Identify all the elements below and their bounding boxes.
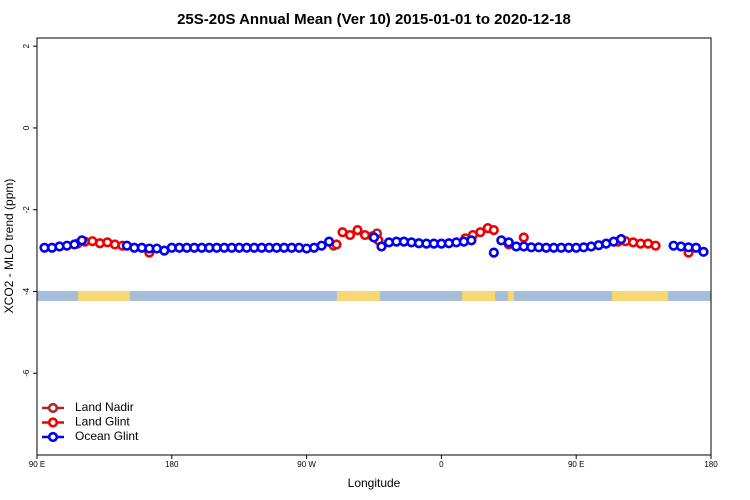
point — [376, 241, 387, 252]
point — [518, 232, 529, 243]
point — [352, 225, 363, 236]
x-tick-label: 90 W — [297, 460, 316, 469]
series-2 — [39, 232, 709, 258]
x-tick-label: 90 E — [29, 460, 45, 469]
point — [344, 229, 356, 241]
y-tick-label: -6 — [22, 369, 31, 377]
y-tick-label: -4 — [22, 287, 31, 295]
legend-label: Ocean Glint — [75, 429, 139, 443]
point — [698, 246, 709, 257]
point — [69, 239, 80, 250]
x-tick-label: 180 — [704, 460, 718, 469]
plot-frame — [36, 37, 712, 456]
point — [503, 237, 514, 248]
legend-label: Land Nadir — [75, 400, 134, 414]
point — [690, 242, 702, 253]
point — [475, 227, 486, 238]
x-axis-label: Longitude — [348, 476, 401, 490]
land-patch — [462, 291, 495, 301]
point — [616, 234, 627, 245]
x-tick-label: 180 — [165, 460, 179, 469]
x-tick-label: 90 E — [568, 460, 584, 469]
legend-symbol — [47, 402, 59, 414]
land-patch — [612, 291, 668, 301]
land-mask — [37, 291, 711, 301]
chart-title: 25S-20S Annual Mean (Ver 10) 2015-01-01 … — [177, 11, 571, 28]
point — [323, 236, 335, 247]
land-patch — [337, 291, 380, 301]
y-tick-label: -2 — [22, 206, 31, 214]
legend-symbol — [47, 431, 59, 443]
point — [316, 240, 327, 251]
land-patch — [508, 291, 514, 301]
y-tick-label: 0 — [22, 125, 31, 130]
land-patch — [78, 291, 130, 301]
point — [368, 232, 380, 243]
y-tick-label: 2 — [22, 43, 31, 48]
point — [488, 247, 499, 258]
point — [488, 225, 499, 236]
legend-label: Land Glint — [75, 415, 130, 429]
point — [76, 235, 88, 246]
legend-symbol — [47, 417, 59, 428]
x-tick-label: 0 — [439, 460, 444, 469]
y-axis-label: XCO2 - MLO trend (ppm) — [2, 179, 16, 314]
point — [650, 240, 661, 251]
point — [466, 235, 477, 246]
